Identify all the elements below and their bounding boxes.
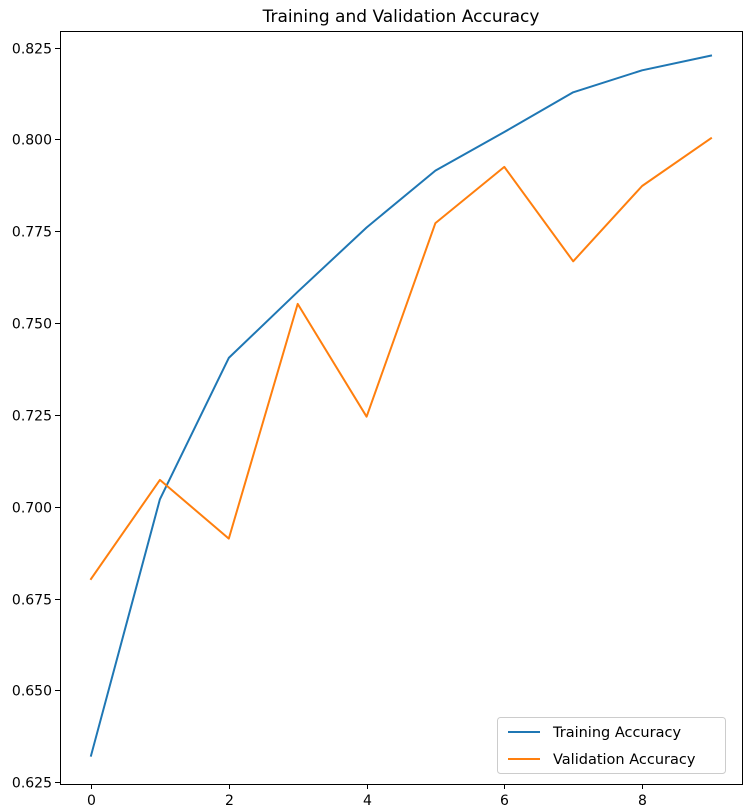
x-tick-label: 0: [87, 793, 96, 809]
plot-area: [89, 54, 713, 757]
x-tick-label: 2: [225, 793, 234, 809]
y-tick-label: 0.800: [12, 133, 52, 149]
x-tick-label: 8: [638, 793, 647, 809]
y-tick-label: 0.825: [12, 42, 52, 58]
y-tick-label: 0.675: [12, 593, 52, 609]
validation-accuracy-line: [89, 136, 713, 581]
training-accuracy-line: [89, 54, 713, 757]
y-tick-label: 0.725: [12, 409, 52, 425]
legend-label-validation-accuracy: Validation Accuracy: [553, 752, 696, 768]
legend-box: [497, 717, 726, 774]
y-tick-label: 0.750: [12, 317, 52, 333]
legend: Training Accuracy Validation Accuracy: [497, 717, 726, 774]
chart-title: Training and Validation Accuracy: [262, 7, 540, 27]
legend-label-training-accuracy: Training Accuracy: [552, 725, 681, 741]
plot-frame: [60, 31, 743, 785]
y-tick-label: 0.625: [12, 776, 52, 792]
axes: 0.625 0.650 0.675 0.700 0.725 0.750 0.775 0.800…: [12, 42, 647, 810]
x-tick-label: 6: [500, 793, 509, 809]
y-tick-label: 0.650: [12, 684, 52, 700]
x-tick-label: 4: [363, 793, 372, 809]
y-tick-label: 0.775: [12, 225, 52, 241]
y-tick-label: 0.700: [12, 501, 52, 517]
